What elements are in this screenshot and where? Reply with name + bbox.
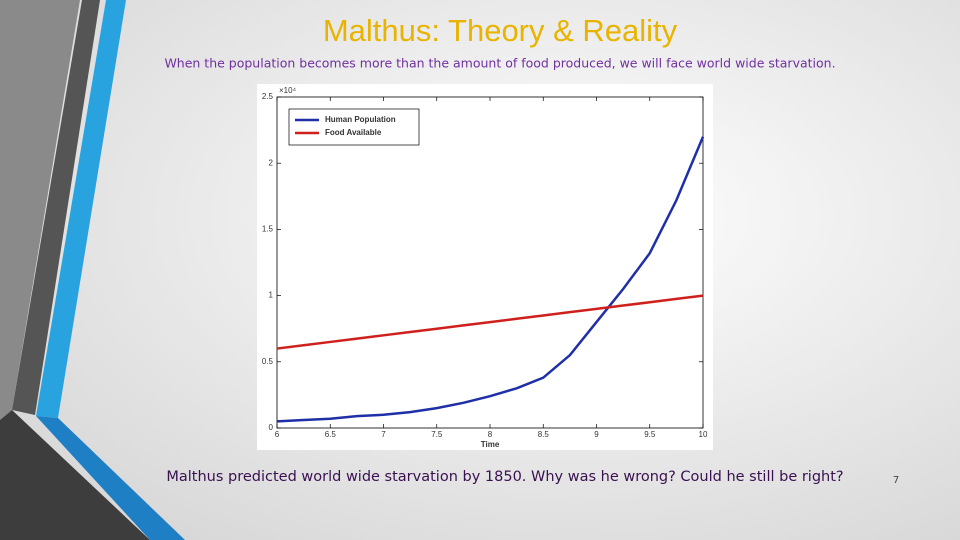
legend-label: Food Available — [325, 128, 382, 137]
x-tick-label: 6 — [275, 430, 280, 439]
decor-dark-corner — [0, 410, 150, 540]
series-line — [276, 294, 704, 350]
y-multiplier: ×10⁴ — [279, 86, 297, 95]
page-number: 7 — [893, 475, 899, 486]
x-tick-label: 9.5 — [644, 430, 656, 439]
y-tick-label: 2 — [269, 158, 274, 167]
y-tick-label: 0.5 — [262, 357, 274, 366]
decor-grey-fill — [0, 0, 80, 420]
chart: 6 6.5 7 7.5 8 8.5 9 9.5 10 0 0.5 1 1.5 2 2.5 ×10⁴ Time Hu… — [262, 86, 708, 449]
x-axis-label: Time — [481, 440, 500, 449]
x-tick-label: 8.5 — [538, 430, 550, 439]
decor-grey-stripe — [12, 0, 100, 415]
x-tick-label: 7 — [381, 430, 386, 439]
slide-title: Malthus: Theory & Reality — [323, 13, 678, 48]
y-tick-label: 0 — [269, 423, 274, 432]
y-tick-label: 1.5 — [262, 225, 274, 234]
y-tick-label: 2.5 — [262, 92, 274, 101]
legend-box — [288, 108, 420, 146]
slide-caption: Malthus predicted world wide starvation … — [166, 469, 843, 485]
series-line — [276, 136, 705, 423]
y-tick-label: 1 — [269, 291, 274, 300]
x-tick-label: 7.5 — [431, 430, 443, 439]
slide-subtitle: When the population becomes more than th… — [164, 56, 835, 71]
x-tick-label: 10 — [699, 430, 708, 439]
decor-blue-corner — [36, 416, 185, 540]
legend-label: Human Population — [325, 115, 396, 124]
decor-blue-stripe — [36, 0, 126, 418]
x-tick-label: 8 — [488, 430, 493, 439]
x-tick-label: 9 — [594, 430, 599, 439]
x-tick-label: 6.5 — [325, 430, 337, 439]
